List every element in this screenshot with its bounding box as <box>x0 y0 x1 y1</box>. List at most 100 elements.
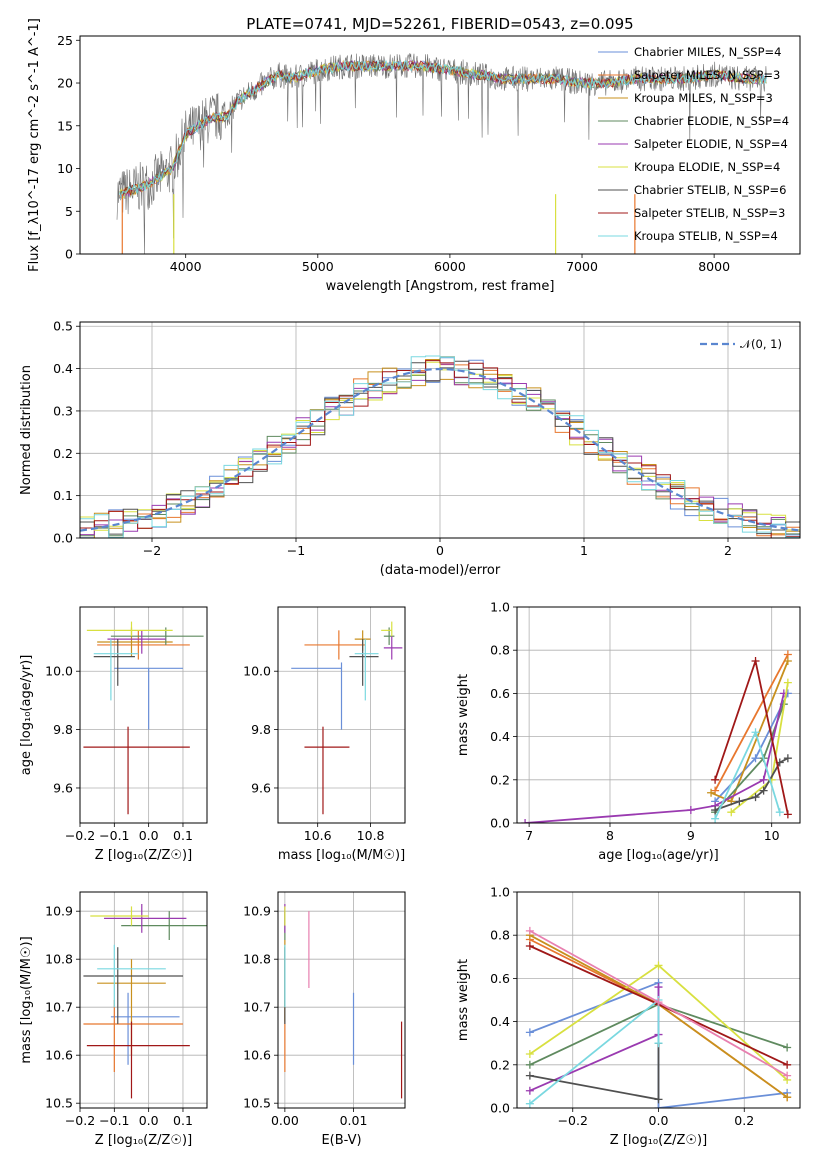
errorbar-point <box>83 947 183 1024</box>
weight-line-4 <box>529 987 660 1092</box>
y-tick-label: 0 <box>65 247 73 262</box>
errorbar-point <box>349 639 379 686</box>
legend-label: Chabrier STELIB, N_SSP=6 <box>634 183 786 197</box>
x-tick-label: 8000 <box>698 259 730 274</box>
x-tick-label: −0.1 <box>99 1113 129 1128</box>
weight-marker <box>711 786 720 795</box>
y-tick-label: 10.8 <box>45 952 73 967</box>
errorbar-point <box>93 639 139 701</box>
legend-label: Kroupa ELODIE, N_SSP=4 <box>634 160 780 174</box>
y-tick-label: 20 <box>57 76 73 91</box>
y-tick-label: 0.6 <box>490 686 510 701</box>
weight-marker <box>525 1099 534 1108</box>
x-tick-label: 8 <box>606 828 614 843</box>
weight-marker <box>525 926 534 935</box>
weight-marker <box>707 788 716 797</box>
grid-lines <box>278 892 405 1108</box>
weight-marker <box>775 808 784 817</box>
x-axis-label: Z [log₁₀(Z/Z☉)] <box>610 1133 707 1148</box>
plot-area <box>291 621 403 815</box>
x-tick-label: 7000 <box>566 259 598 274</box>
x-tick-label: 2 <box>724 543 732 558</box>
mass-vs-ebv-panel: 0.00 0.01 10.5 10.6 10.7 10.8 10.9 E(B-V) <box>243 891 406 1148</box>
weight-marker <box>711 806 720 815</box>
errorbar-point <box>97 627 173 657</box>
y-tick-label: 5 <box>65 204 73 219</box>
x-axis-label: Z [log₁₀(Z/Z☉)] <box>95 848 192 863</box>
x-axis-label: mass [log₁₀(M/M☉)] <box>278 848 405 863</box>
y-tick-label: 0.5 <box>53 319 73 334</box>
axes-frame <box>79 35 801 255</box>
plot-area <box>521 650 792 823</box>
axes-frame <box>79 891 208 1109</box>
errorbar-point <box>110 992 180 1065</box>
histogram-series-8 <box>80 355 800 538</box>
y-tick-label: 0.0 <box>490 1101 510 1116</box>
x-tick-label: 0.1 <box>173 828 193 843</box>
x-tick-label: 10 <box>764 828 780 843</box>
weight-marker <box>783 1043 792 1052</box>
errorbar-point <box>90 906 149 926</box>
y-axis-label: mass [log₁₀(M/M☉)] <box>19 936 34 1063</box>
y-axis-label: Flux [f_λ10^-17 erg cm^-2 s^-1 A^-1] <box>27 18 42 272</box>
plot-area <box>80 355 800 538</box>
y-axis-label: age [log₁₀(age/yr)] <box>19 655 34 776</box>
weight-line-7 <box>714 657 789 815</box>
x-tick-label: 0 <box>436 543 444 558</box>
y-tick-label: 10.0 <box>45 664 73 679</box>
x-tick-label: 1 <box>580 543 588 558</box>
y-axis-label: mass weight <box>456 674 471 756</box>
x-tick-label: 0.0 <box>139 1113 159 1128</box>
axes-frame <box>79 321 801 539</box>
y-tick-label: 0.0 <box>490 816 510 831</box>
legend-label: Kroupa MILES, N_SSP=3 <box>634 91 773 105</box>
weight-vs-metallicity-panel: −0.2 0.0 0.2 0.0 0.2 0.4 0.6 0.8 1.0 Z [log₁₀(Z/Z… <box>456 885 801 1148</box>
axes-frame <box>516 891 801 1109</box>
weight-marker <box>759 786 768 795</box>
x-tick-label: 0.00 <box>271 1113 299 1128</box>
model-spectrum-line-8 <box>119 59 767 199</box>
x-tick-label: 7 <box>525 828 533 843</box>
axes-frame <box>516 606 801 824</box>
y-tick-label: 0.4 <box>490 1014 510 1029</box>
y-tick-label: 10.6 <box>243 1048 271 1063</box>
y-tick-label: 0.0 <box>53 531 73 546</box>
weight-marker <box>525 1050 534 1058</box>
legend-label: Salpeter MILES, N_SSP=3 <box>634 68 780 82</box>
weight-marker <box>521 819 530 823</box>
axes-frame <box>277 891 406 1109</box>
axes-frame <box>79 606 208 824</box>
errorbar-point <box>354 639 379 701</box>
weight-marker <box>711 814 720 823</box>
errorbar-point <box>304 630 366 660</box>
axes-frame <box>277 606 406 824</box>
x-tick-label: −2 <box>143 543 161 558</box>
errorbar-point <box>383 636 403 660</box>
mass-vs-metallicity-panel: −0.2 −0.1 0.0 0.1 10.5 10.6 10.7 10.8 10.9 Z [log… <box>19 891 208 1148</box>
x-tick-label: 10.8 <box>357 828 385 843</box>
y-tick-label: 9.6 <box>53 780 73 795</box>
weight-marker <box>525 1060 534 1069</box>
y-tick-label: 10.9 <box>243 904 271 919</box>
x-tick-label: −0.2 <box>65 1113 95 1128</box>
legend: Chabrier MILES, N_SSP=4 Salpeter MILES, N… <box>598 45 789 243</box>
x-axis-label: wavelength [Angstrom, rest frame] <box>326 279 555 294</box>
errorbar-point <box>93 639 135 686</box>
weight-marker <box>783 1071 792 1080</box>
weight-marker <box>751 793 760 802</box>
x-tick-label: 10.6 <box>304 828 332 843</box>
x-axis-label: age [log₁₀(age/yr)] <box>598 848 719 863</box>
x-axis-label: Z [log₁₀(Z/Z☉)] <box>95 1133 192 1148</box>
plot-area <box>525 926 792 1108</box>
grid-lines <box>79 892 207 1108</box>
y-tick-label: 10.7 <box>45 1000 73 1015</box>
weight-marker <box>783 657 792 665</box>
errorbar-point <box>304 726 350 815</box>
errorbar-point <box>104 904 187 933</box>
weight-marker <box>654 961 663 970</box>
weight-marker <box>751 728 760 737</box>
errorbar-point <box>83 726 190 815</box>
y-tick-label: 0.8 <box>490 643 510 658</box>
weight-marker <box>783 810 792 819</box>
